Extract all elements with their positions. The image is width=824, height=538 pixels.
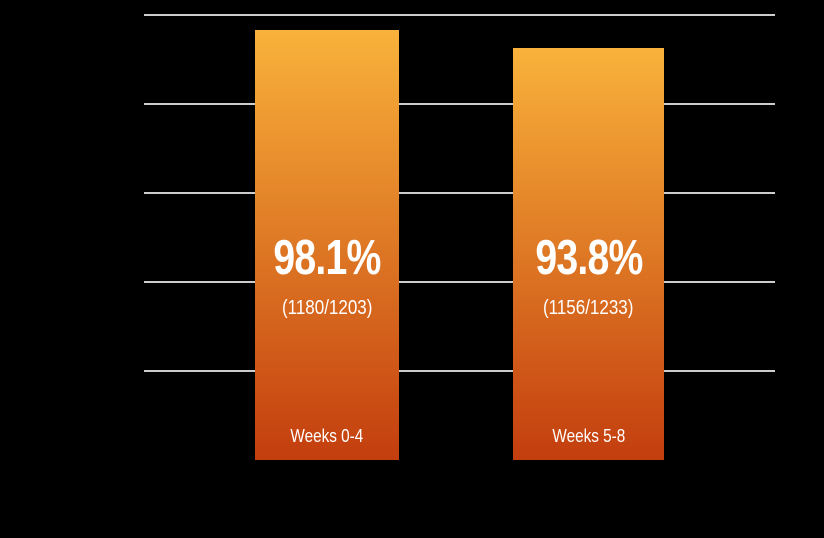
bar-category-text: Weeks 0-4 [290,426,364,446]
gridline [144,192,775,194]
bar-value-text: 93.8% [534,231,643,285]
bar-fraction-text: (1156/1233) [543,297,634,319]
gridline [144,370,775,372]
bar-fraction-text: (1180/1203) [281,297,373,319]
gridline [144,14,775,16]
gridline [144,103,775,105]
bar-value-text: 98.1% [273,231,381,285]
gridline [144,281,775,283]
bar-value-label: 93.8% [513,233,664,283]
bar-category-label: Weeks 5-8 [513,426,664,447]
bar-value-label: 98.1% [255,233,399,283]
bar-fraction-label: (1180/1203) [255,296,399,320]
bar-category-label: Weeks 0-4 [255,426,399,447]
bar-fraction-label: (1156/1233) [513,296,664,320]
bar-category-text: Weeks 5-8 [552,426,625,446]
bar-weeks-5-8 [513,48,664,460]
bar-weeks-0-4 [255,30,399,460]
